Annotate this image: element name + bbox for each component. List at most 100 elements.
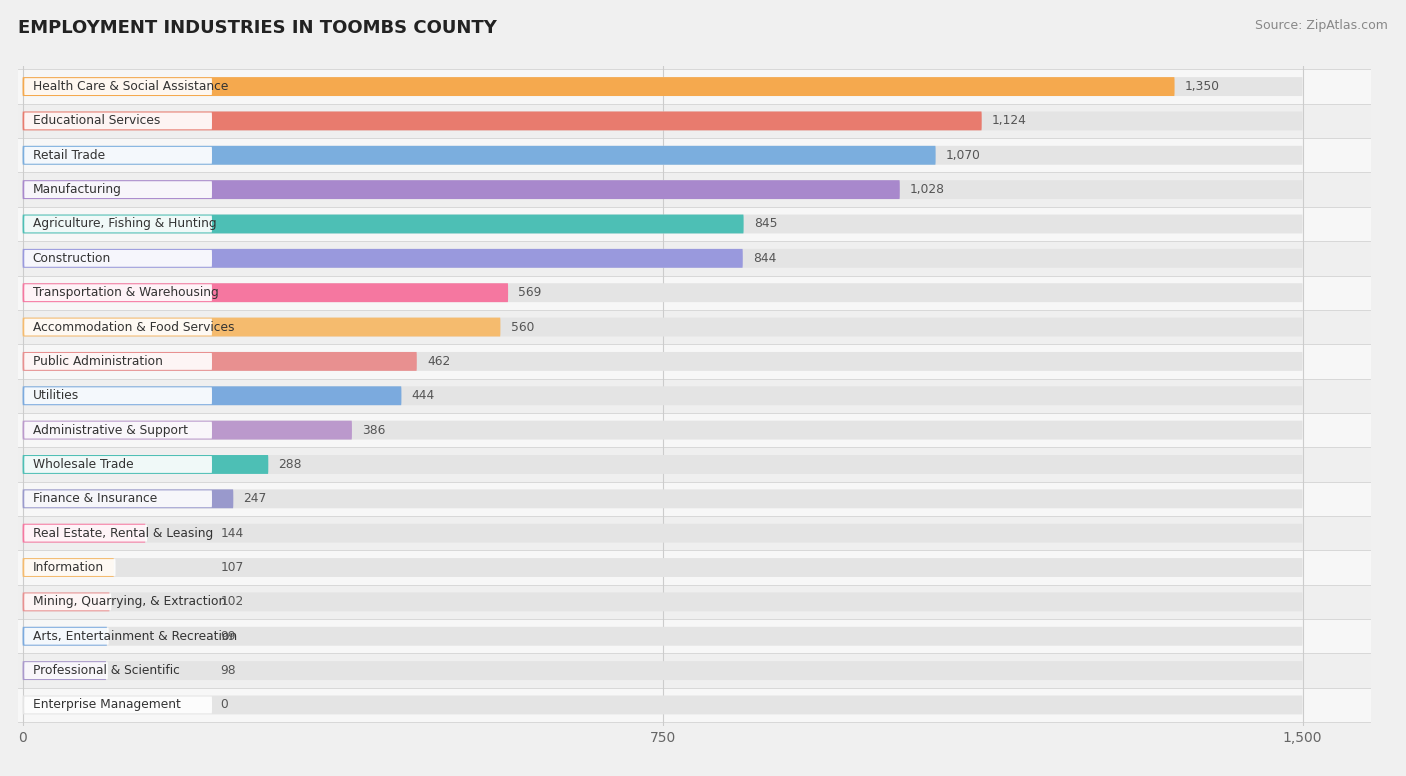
FancyBboxPatch shape [24, 319, 212, 335]
Text: 0: 0 [221, 698, 228, 712]
Bar [18, 516, 1371, 550]
Bar [18, 207, 1371, 241]
FancyBboxPatch shape [22, 317, 501, 337]
Text: 107: 107 [221, 561, 243, 574]
FancyBboxPatch shape [22, 661, 107, 680]
Text: Educational Services: Educational Services [32, 114, 160, 127]
Text: Finance & Insurance: Finance & Insurance [32, 492, 157, 505]
Text: 1,070: 1,070 [946, 149, 981, 161]
FancyBboxPatch shape [22, 524, 145, 542]
Text: 462: 462 [427, 355, 450, 368]
Text: 845: 845 [754, 217, 778, 230]
Text: 247: 247 [243, 492, 267, 505]
FancyBboxPatch shape [22, 490, 233, 508]
Bar [18, 447, 1371, 482]
FancyBboxPatch shape [24, 216, 212, 232]
Bar [18, 413, 1371, 447]
FancyBboxPatch shape [24, 456, 212, 473]
Text: Accommodation & Food Services: Accommodation & Food Services [32, 320, 235, 334]
Bar [18, 688, 1371, 722]
Text: Retail Trade: Retail Trade [32, 149, 105, 161]
FancyBboxPatch shape [22, 592, 1302, 611]
FancyBboxPatch shape [22, 627, 107, 646]
FancyBboxPatch shape [22, 421, 1302, 439]
FancyBboxPatch shape [22, 112, 1302, 130]
Text: 386: 386 [363, 424, 385, 437]
FancyBboxPatch shape [24, 284, 212, 301]
FancyBboxPatch shape [22, 455, 269, 474]
Bar [18, 584, 1371, 619]
Text: EMPLOYMENT INDUSTRIES IN TOOMBS COUNTY: EMPLOYMENT INDUSTRIES IN TOOMBS COUNTY [18, 19, 498, 37]
Bar [18, 172, 1371, 207]
FancyBboxPatch shape [24, 628, 108, 645]
FancyBboxPatch shape [24, 250, 212, 267]
FancyBboxPatch shape [22, 386, 402, 405]
Text: Arts, Entertainment & Recreation: Arts, Entertainment & Recreation [32, 630, 236, 643]
FancyBboxPatch shape [24, 421, 212, 438]
FancyBboxPatch shape [22, 695, 1302, 715]
FancyBboxPatch shape [22, 558, 114, 577]
Text: Manufacturing: Manufacturing [32, 183, 122, 196]
FancyBboxPatch shape [24, 594, 111, 610]
Text: 444: 444 [412, 390, 434, 402]
Bar [18, 275, 1371, 310]
FancyBboxPatch shape [24, 490, 212, 508]
Text: 1,350: 1,350 [1185, 80, 1220, 93]
Text: 1,028: 1,028 [910, 183, 945, 196]
Text: Mining, Quarrying, & Extraction: Mining, Quarrying, & Extraction [32, 595, 226, 608]
FancyBboxPatch shape [22, 661, 1302, 680]
Bar [18, 550, 1371, 584]
FancyBboxPatch shape [24, 525, 148, 542]
Text: Public Administration: Public Administration [32, 355, 163, 368]
Text: 144: 144 [221, 527, 243, 539]
FancyBboxPatch shape [22, 524, 1302, 542]
Bar [18, 379, 1371, 413]
FancyBboxPatch shape [22, 214, 744, 234]
Bar [18, 310, 1371, 345]
FancyBboxPatch shape [22, 627, 1302, 646]
Text: 844: 844 [754, 252, 776, 265]
FancyBboxPatch shape [22, 77, 1174, 96]
FancyBboxPatch shape [24, 697, 212, 713]
FancyBboxPatch shape [22, 421, 351, 439]
Text: Agriculture, Fishing & Hunting: Agriculture, Fishing & Hunting [32, 217, 217, 230]
Text: Transportation & Warehousing: Transportation & Warehousing [32, 286, 218, 300]
Bar [18, 482, 1371, 516]
Bar [18, 138, 1371, 172]
FancyBboxPatch shape [22, 180, 900, 199]
FancyBboxPatch shape [22, 490, 1302, 508]
Text: Wholesale Trade: Wholesale Trade [32, 458, 134, 471]
Text: 569: 569 [519, 286, 541, 300]
FancyBboxPatch shape [22, 592, 110, 611]
Bar [18, 241, 1371, 275]
FancyBboxPatch shape [24, 78, 212, 95]
Text: Utilities: Utilities [32, 390, 79, 402]
Bar [18, 653, 1371, 688]
Text: 99: 99 [221, 630, 236, 643]
Bar [18, 69, 1371, 104]
Text: 98: 98 [221, 664, 236, 677]
Text: Administrative & Support: Administrative & Support [32, 424, 188, 437]
FancyBboxPatch shape [24, 387, 212, 404]
Bar [18, 619, 1371, 653]
FancyBboxPatch shape [22, 352, 416, 371]
Text: Source: ZipAtlas.com: Source: ZipAtlas.com [1254, 19, 1388, 33]
FancyBboxPatch shape [22, 249, 1302, 268]
Text: Construction: Construction [32, 252, 111, 265]
FancyBboxPatch shape [22, 146, 1302, 165]
FancyBboxPatch shape [22, 214, 1302, 234]
FancyBboxPatch shape [24, 147, 212, 164]
Text: Information: Information [32, 561, 104, 574]
Text: Real Estate, Rental & Leasing: Real Estate, Rental & Leasing [32, 527, 214, 539]
Text: 1,124: 1,124 [993, 114, 1026, 127]
FancyBboxPatch shape [24, 182, 212, 198]
FancyBboxPatch shape [24, 113, 212, 130]
FancyBboxPatch shape [22, 558, 1302, 577]
Text: 288: 288 [278, 458, 302, 471]
FancyBboxPatch shape [22, 249, 742, 268]
FancyBboxPatch shape [22, 146, 935, 165]
Text: Professional & Scientific: Professional & Scientific [32, 664, 180, 677]
FancyBboxPatch shape [22, 352, 1302, 371]
FancyBboxPatch shape [24, 662, 108, 679]
FancyBboxPatch shape [22, 112, 981, 130]
